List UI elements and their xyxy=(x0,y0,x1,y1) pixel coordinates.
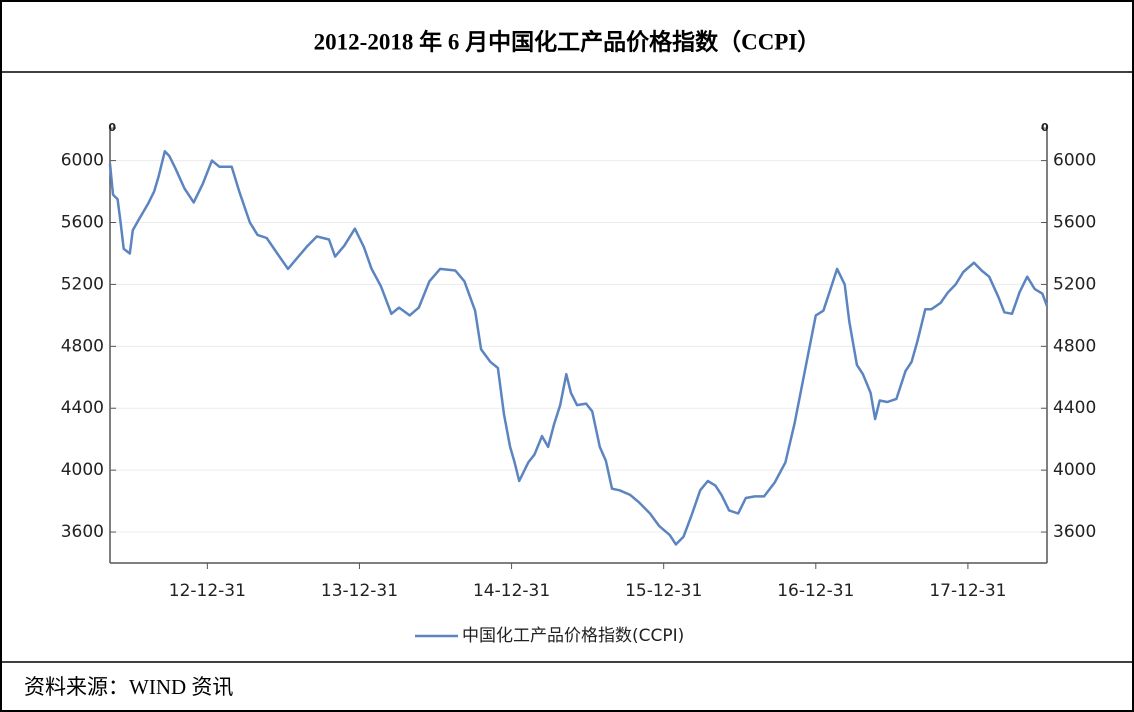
y-tick-label: 4800 xyxy=(61,336,104,356)
y2-tick-label: 3600 xyxy=(1053,522,1096,542)
y2-tick-label: 0 xyxy=(1041,121,1049,134)
y2-tick-label: 6000 xyxy=(1053,151,1096,171)
y2-tick-label: 4000 xyxy=(1053,460,1096,480)
y-tick-label: 0 xyxy=(108,121,116,134)
x-tick-label: 13-12-31 xyxy=(321,581,398,601)
x-tick-label: 14-12-31 xyxy=(473,581,550,601)
source: 资料来源：WIND 资讯 xyxy=(24,675,233,699)
y-tick-label: 4000 xyxy=(61,460,104,480)
y-tick-label: 3600 xyxy=(61,522,104,542)
line-series xyxy=(108,150,1049,546)
y2-tick-label: 5600 xyxy=(1053,213,1096,233)
x-tick-label: 17-12-31 xyxy=(929,581,1006,601)
y-tick-label: 5600 xyxy=(61,213,104,233)
y-tick-label: 6000 xyxy=(61,151,104,171)
x-tick-label: 12-12-31 xyxy=(169,581,246,601)
y2-tick-label: 4800 xyxy=(1053,336,1096,356)
x-tick-label: 16-12-31 xyxy=(777,581,854,601)
y2-tick-label: 5200 xyxy=(1053,274,1096,294)
y-tick-label: 5200 xyxy=(61,274,104,294)
y2-tick-label: 4400 xyxy=(1053,398,1096,418)
x-tick-label: 15-12-31 xyxy=(625,581,702,601)
chart-title: 2012-2018 年 6 月中国化工产品价格指数（CCPI） xyxy=(314,28,821,54)
y-tick-label: 4400 xyxy=(61,398,104,418)
legend-label: 中国化工产品价格指数(CCPI) xyxy=(462,626,684,646)
